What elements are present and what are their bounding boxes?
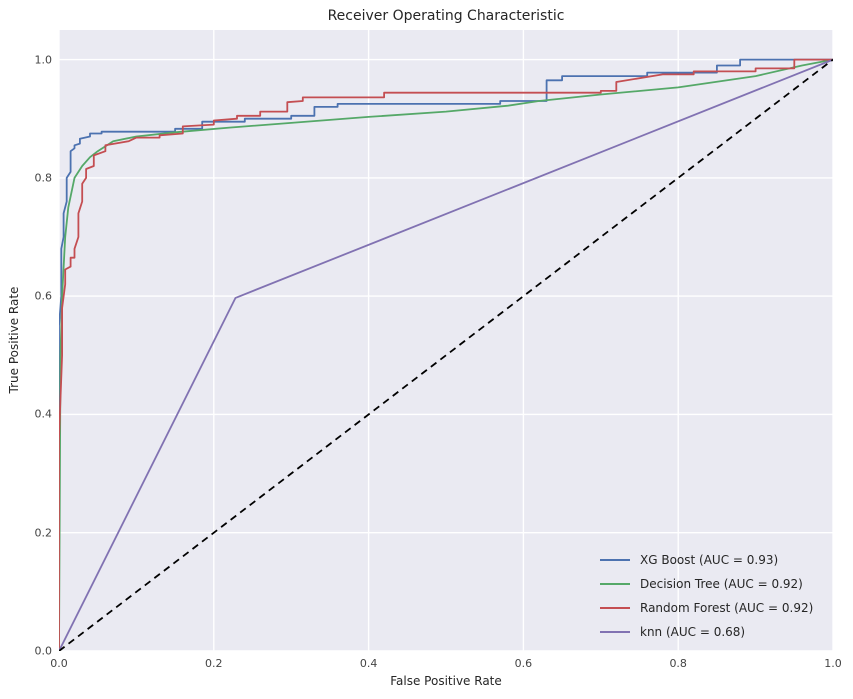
legend-label: XG Boost (AUC = 0.93) bbox=[640, 553, 779, 567]
x-tick-label: 0.2 bbox=[205, 657, 223, 670]
legend-item: XG Boost (AUC = 0.93) bbox=[600, 548, 813, 572]
chart-title: Receiver Operating Characteristic bbox=[327, 8, 565, 24]
x-tick-label: 0.6 bbox=[514, 657, 533, 670]
legend-line-swatch bbox=[600, 583, 630, 585]
x-tick-label: 0.0 bbox=[50, 657, 68, 670]
plot-canvas bbox=[59, 30, 833, 651]
x-axis-label: False Positive Rate bbox=[390, 674, 502, 688]
x-tick-label: 0.4 bbox=[359, 657, 378, 670]
legend-label: Decision Tree (AUC = 0.92) bbox=[640, 577, 803, 591]
plot-area bbox=[59, 30, 833, 651]
legend-line-swatch bbox=[600, 607, 630, 609]
y-tick-label: 0.4 bbox=[34, 407, 53, 421]
y-tick-label: 0.2 bbox=[34, 526, 53, 540]
legend: XG Boost (AUC = 0.93) Decision Tree (AUC … bbox=[600, 548, 813, 644]
legend-item: knn (AUC = 0.68) bbox=[600, 620, 813, 644]
legend-line-swatch bbox=[600, 559, 630, 561]
y-tick-label: 0.0 bbox=[34, 644, 53, 658]
y-tick-label: 0.8 bbox=[34, 171, 53, 185]
legend-item: Random Forest (AUC = 0.92) bbox=[600, 596, 813, 620]
legend-line-swatch bbox=[600, 631, 630, 633]
y-tick-label: 0.6 bbox=[34, 289, 53, 303]
y-tick-label: 1.0 bbox=[34, 53, 53, 67]
x-tick-label: 0.8 bbox=[669, 657, 687, 670]
legend-item: Decision Tree (AUC = 0.92) bbox=[600, 572, 813, 596]
x-tick-label: 1.0 bbox=[824, 657, 842, 670]
legend-label: Random Forest (AUC = 0.92) bbox=[640, 601, 814, 615]
y-axis-label: True Positive Rate bbox=[7, 286, 21, 394]
legend-label: knn (AUC = 0.68) bbox=[640, 625, 746, 639]
